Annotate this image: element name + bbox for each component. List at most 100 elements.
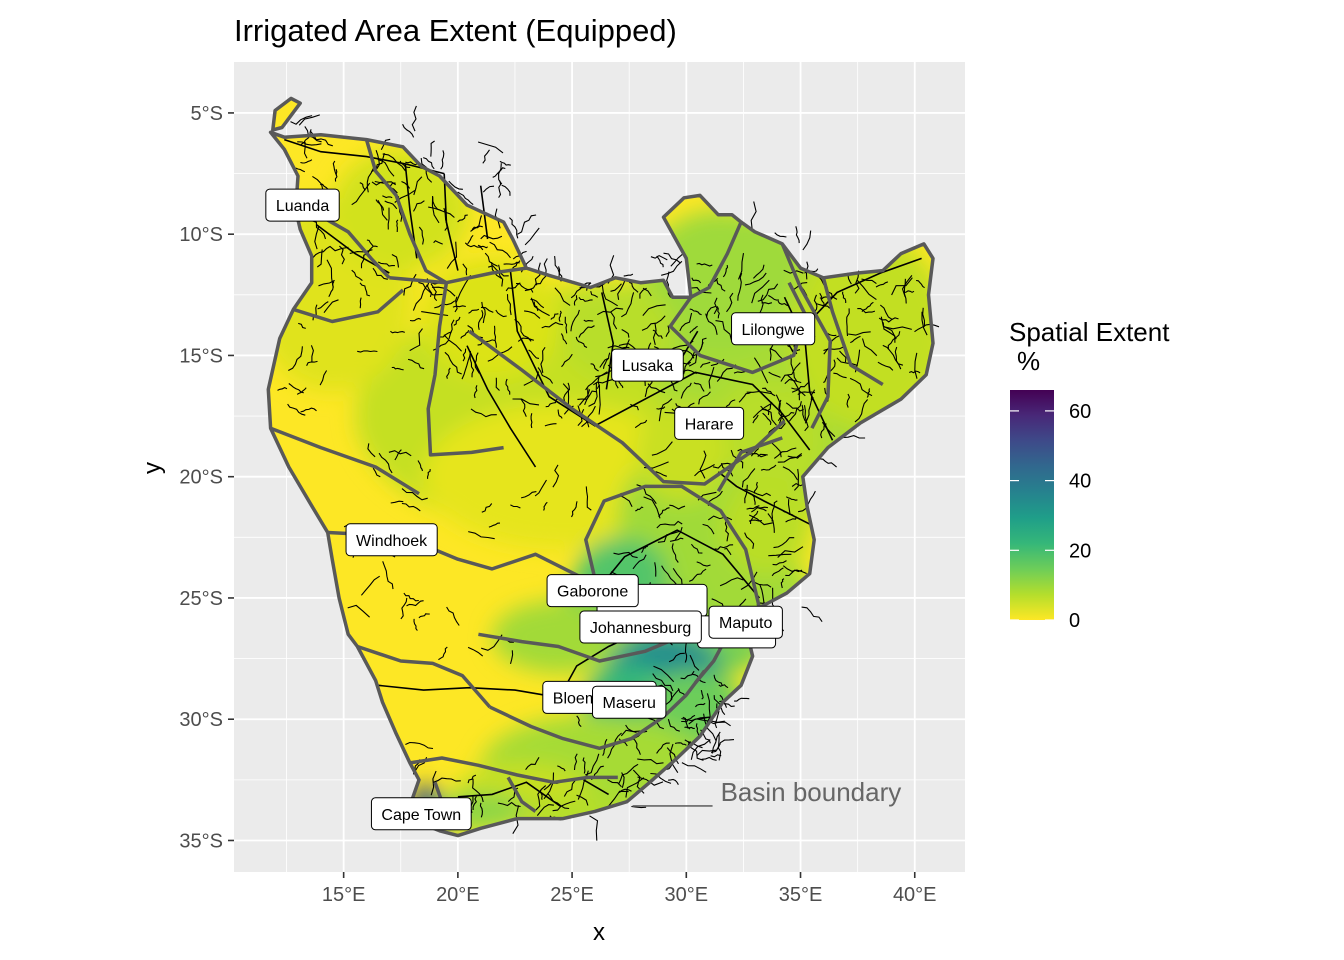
river [689,654,700,671]
legend-tick-label: 40 [1069,471,1091,493]
river [762,387,776,397]
river [759,294,764,314]
river [543,772,555,800]
river [769,344,774,361]
river [773,447,797,459]
river [378,452,393,474]
river [541,321,564,329]
city-label-box [708,605,783,639]
river [752,494,756,505]
river [724,519,729,542]
river [681,762,707,773]
basin-boundary [584,484,762,609]
river [489,241,511,259]
city-label: Maputo [708,605,783,639]
river [778,399,783,424]
river [277,386,288,391]
river [402,124,415,138]
river [715,320,733,342]
river [748,514,773,526]
river [744,272,767,286]
river [757,283,779,302]
river [477,310,484,330]
river [598,384,601,415]
river [916,279,925,289]
river [571,501,578,518]
river [674,526,683,541]
river [552,464,560,488]
basin-boundary [356,644,492,709]
river [562,383,570,406]
basin-boundary [716,436,783,493]
river [652,673,674,692]
river [357,350,378,353]
river [882,344,904,366]
river [785,496,798,501]
city-labels: Luanda Lilongwe Lusaka Harare Windhoek Gaboro… [265,188,816,831]
city-name: Luanda [276,198,329,215]
river [738,391,752,403]
river [405,741,434,750]
river [621,329,630,338]
river [403,592,419,602]
river [650,772,672,784]
river [409,328,423,352]
river [780,362,801,382]
river [288,383,304,394]
river [377,200,388,221]
river [578,296,593,302]
river [421,311,449,317]
river [643,496,661,519]
x-axis-title: x [593,919,605,946]
river [641,545,648,554]
river [671,543,679,563]
river [432,777,461,783]
river [848,331,871,336]
basin-boundaries [269,139,884,822]
river [583,779,610,796]
city-label: Windhoek [345,523,438,557]
river [499,160,511,166]
river [440,150,445,170]
river [782,565,807,575]
river [694,702,706,708]
river [711,731,721,754]
river [713,674,723,687]
river [782,510,794,516]
river [846,308,850,337]
river [520,491,537,499]
city-label: Gaborone [546,574,639,608]
city-name: Maseru [603,695,656,712]
river [713,297,718,315]
x-tick-label: 30°E [665,884,709,906]
river [540,346,546,373]
river [417,460,424,472]
city-label-box [546,574,639,608]
river [528,349,540,359]
river [367,443,376,458]
river [631,805,647,809]
river [438,646,448,661]
river [854,270,860,294]
river [777,453,803,463]
city-label-box [345,523,438,557]
river [585,371,608,391]
chart-title: Irrigated Area Extent (Equipped) [234,13,677,48]
river [443,207,448,231]
river [480,306,494,313]
river [601,292,615,390]
river [514,318,532,342]
river [409,317,422,322]
river [469,355,475,378]
legend-title: Spatial Extent [1009,317,1170,347]
river [382,195,393,199]
city-label-box [611,348,684,382]
river [453,316,461,326]
basin-boundary [317,213,391,279]
river [584,753,600,776]
river [601,285,618,307]
river [629,281,639,293]
river [665,325,670,337]
river [390,330,405,334]
river [613,551,638,559]
